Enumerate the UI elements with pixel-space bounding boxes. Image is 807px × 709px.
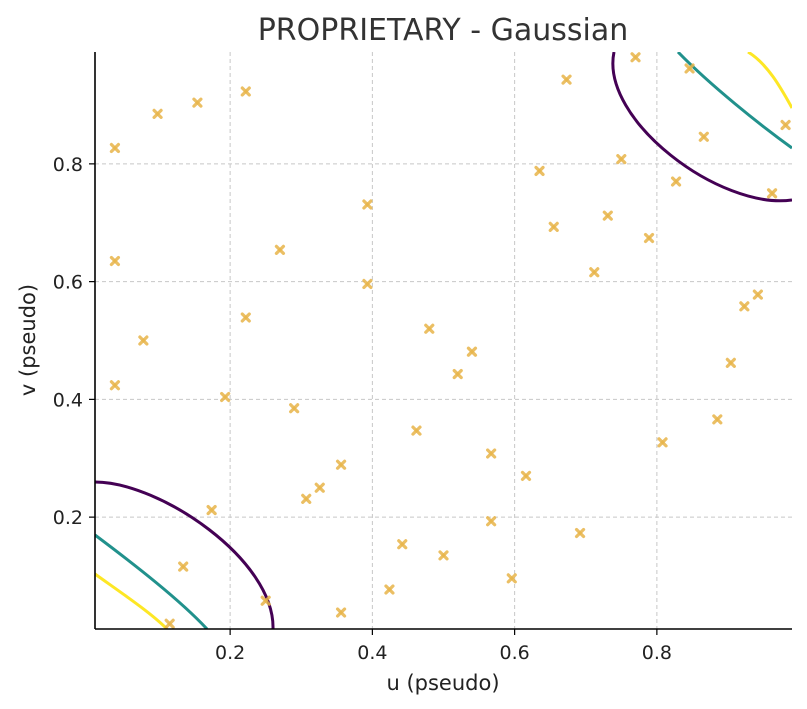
scatter-point bbox=[362, 199, 373, 210]
scatter-point bbox=[630, 52, 641, 63]
contour-high-middle bbox=[676, 52, 792, 150]
scatter-point bbox=[384, 584, 395, 595]
scatter-point bbox=[206, 504, 217, 516]
scatter-point bbox=[520, 470, 532, 482]
scatter-point bbox=[725, 357, 736, 368]
scatter-point bbox=[411, 425, 422, 436]
scatter-point bbox=[335, 607, 347, 618]
scatter-point bbox=[643, 232, 655, 244]
scatter-point bbox=[486, 516, 497, 527]
scatter-point bbox=[739, 301, 750, 312]
scatter-point bbox=[178, 561, 189, 572]
x-tick-label-1: 0.4 bbox=[357, 642, 387, 664]
scatter-point bbox=[766, 188, 778, 199]
scatter-point bbox=[466, 346, 478, 357]
scatter-point bbox=[657, 437, 668, 448]
scatter-point bbox=[109, 380, 121, 391]
scatter-point bbox=[109, 142, 121, 154]
contour-high-inner bbox=[747, 52, 792, 109]
grid bbox=[95, 52, 792, 629]
axes-frame bbox=[94, 52, 792, 630]
scatter-point bbox=[138, 335, 149, 346]
scatter-point bbox=[712, 414, 723, 425]
contour-low-inner bbox=[95, 572, 169, 629]
y-tick-label-2: 0.6 bbox=[53, 272, 83, 294]
scatter-point bbox=[684, 63, 695, 74]
scatter-point bbox=[602, 210, 613, 221]
y-axis-label: v (pseudo) bbox=[16, 284, 40, 396]
scatter-point bbox=[240, 312, 251, 323]
chart-title: PROPRIETARY - Gaussian bbox=[258, 13, 629, 48]
y-tick-label-0: 0.2 bbox=[53, 507, 83, 529]
scatter-point bbox=[240, 86, 251, 97]
scatter-point bbox=[109, 255, 121, 267]
scatter-point bbox=[780, 119, 791, 131]
scatter-points bbox=[109, 52, 791, 629]
ticks: 0.2 0.4 0.6 0.8 0.2 0.4 0.6 0.8 bbox=[53, 154, 672, 664]
x-tick-label-2: 0.6 bbox=[500, 642, 530, 664]
scatter-point bbox=[506, 573, 517, 584]
scatter-point bbox=[397, 539, 408, 550]
scatter-point bbox=[362, 278, 373, 290]
scatter-point bbox=[260, 595, 271, 606]
y-tick-label-1: 0.4 bbox=[53, 389, 83, 411]
scatter-point bbox=[301, 493, 312, 504]
contour-low-middle bbox=[95, 533, 209, 629]
scatter-point bbox=[164, 618, 175, 629]
scatter-point bbox=[314, 482, 325, 493]
scatter-point bbox=[589, 267, 600, 278]
scatter-point bbox=[548, 221, 559, 232]
scatter-point bbox=[274, 244, 286, 255]
scatter-point bbox=[698, 131, 709, 142]
scatter-point bbox=[534, 165, 545, 177]
scatter-point bbox=[424, 323, 435, 334]
scatter-point bbox=[616, 154, 627, 165]
y-tick-label-3: 0.8 bbox=[53, 154, 83, 176]
x-tick-label-3: 0.8 bbox=[642, 642, 672, 664]
x-tick-label-0: 0.2 bbox=[215, 642, 245, 664]
scatter-point bbox=[561, 74, 572, 85]
scatter-point bbox=[152, 108, 163, 119]
scatter-point bbox=[752, 289, 763, 300]
scatter-point bbox=[486, 448, 497, 459]
scatter-point bbox=[574, 527, 586, 539]
scatter-point bbox=[438, 550, 449, 561]
scatter-point bbox=[335, 459, 347, 470]
x-axis-label: u (pseudo) bbox=[386, 671, 499, 695]
scatter-point bbox=[220, 391, 231, 403]
scatter-point bbox=[289, 403, 300, 414]
scatter-point bbox=[452, 368, 463, 380]
scatter-point bbox=[192, 97, 203, 108]
contour-high-outer bbox=[611, 52, 792, 203]
scatter-point bbox=[670, 176, 682, 187]
